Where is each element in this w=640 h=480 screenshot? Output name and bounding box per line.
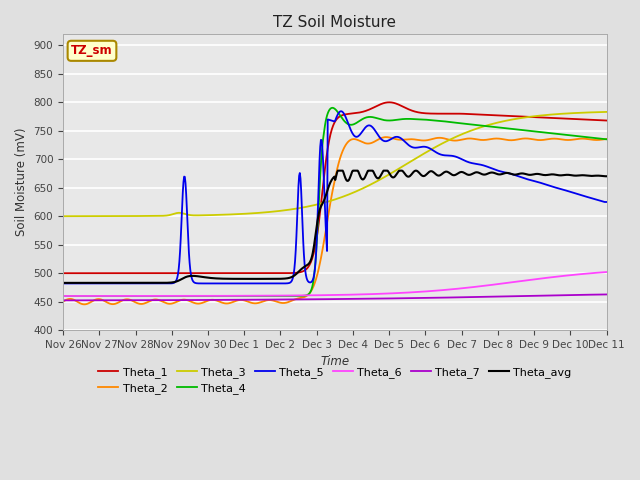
Theta_1 [93,270,100,276]
Theta_7 [93,298,100,303]
Theta_7 [389,296,397,301]
Y-axis label: Soil Moisture (mV): Soil Moisture (mV) [15,128,28,236]
Theta_avg [473,169,481,175]
Theta_6 [406,289,413,295]
Theta_6 [375,291,383,297]
Line: Theta_3: Theta_3 [63,112,607,216]
Theta_5 [93,281,100,287]
Theta_4 [406,116,414,122]
Theta_2 [407,136,415,142]
Theta_avg [376,174,384,180]
Theta_5 [376,134,383,140]
Text: TZ_sm: TZ_sm [71,44,113,57]
Theta_5 [472,161,480,167]
Theta_6 [93,293,100,299]
Theta_7 [472,294,479,300]
Theta_2 [59,299,67,304]
Theta_5 [528,178,536,183]
Theta_7 [527,293,535,299]
Theta_5 [390,135,397,141]
Theta_1 [385,99,393,105]
Theta_avg [529,172,536,178]
Line: Theta_7: Theta_7 [63,294,607,300]
Line: Theta_1: Theta_1 [63,102,607,273]
Theta_6 [59,293,67,299]
Theta_2 [529,136,536,142]
Theta_avg [59,280,67,286]
Theta_1 [406,107,414,113]
Line: Theta_5: Theta_5 [63,111,607,284]
Theta_avg [407,172,415,178]
Theta_2 [376,136,383,142]
Line: Theta_6: Theta_6 [63,272,607,296]
Theta_avg [334,168,342,174]
Theta_4 [390,117,397,123]
Theta_5 [406,143,414,149]
Theta_2 [80,301,88,307]
Theta_6 [527,277,535,283]
Theta_4 [93,293,100,299]
Theta_3 [603,109,611,115]
Theta_avg [150,280,157,286]
Theta_1 [390,100,397,106]
Line: Theta_4: Theta_4 [63,108,607,296]
Theta_3 [59,213,67,219]
Theta_3 [93,213,100,219]
Theta_7 [375,296,383,301]
Theta_1 [528,114,536,120]
Theta_5 [337,108,345,114]
Theta_4 [328,105,336,111]
Title: TZ Soil Moisture: TZ Soil Moisture [273,15,396,30]
Theta_avg [93,280,100,286]
Theta_6 [603,269,611,275]
Theta_2 [93,296,101,302]
Theta_2 [473,136,481,142]
Theta_6 [472,284,479,290]
Theta_avg [390,174,398,180]
Theta_1 [472,111,480,117]
Theta_4 [472,122,480,128]
Line: Theta_2: Theta_2 [63,137,607,304]
Theta_7 [603,291,611,297]
Theta_6 [389,290,397,296]
Theta_3 [375,178,383,183]
Theta_5 [603,199,611,205]
Theta_2 [603,136,611,142]
Theta_7 [59,298,67,303]
Theta_5 [59,281,67,287]
Theta_2 [382,134,390,140]
Theta_1 [603,118,611,123]
Theta_3 [527,114,535,120]
Theta_7 [406,295,413,301]
Theta_1 [59,270,67,276]
Theta_4 [528,128,536,134]
Theta_4 [59,293,67,299]
Theta_4 [603,136,611,142]
Theta_2 [390,136,398,142]
Theta_3 [389,169,397,175]
X-axis label: Time: Time [320,355,349,369]
Theta_3 [472,126,479,132]
Theta_3 [406,159,413,165]
Theta_1 [375,102,383,108]
Theta_4 [376,116,383,122]
Legend: Theta_1, Theta_2, Theta_3, Theta_4, Theta_5, Theta_6, Theta_7, Theta_avg: Theta_1, Theta_2, Theta_3, Theta_4, Thet… [94,362,576,399]
Theta_avg [603,173,611,179]
Line: Theta_avg: Theta_avg [63,171,607,283]
